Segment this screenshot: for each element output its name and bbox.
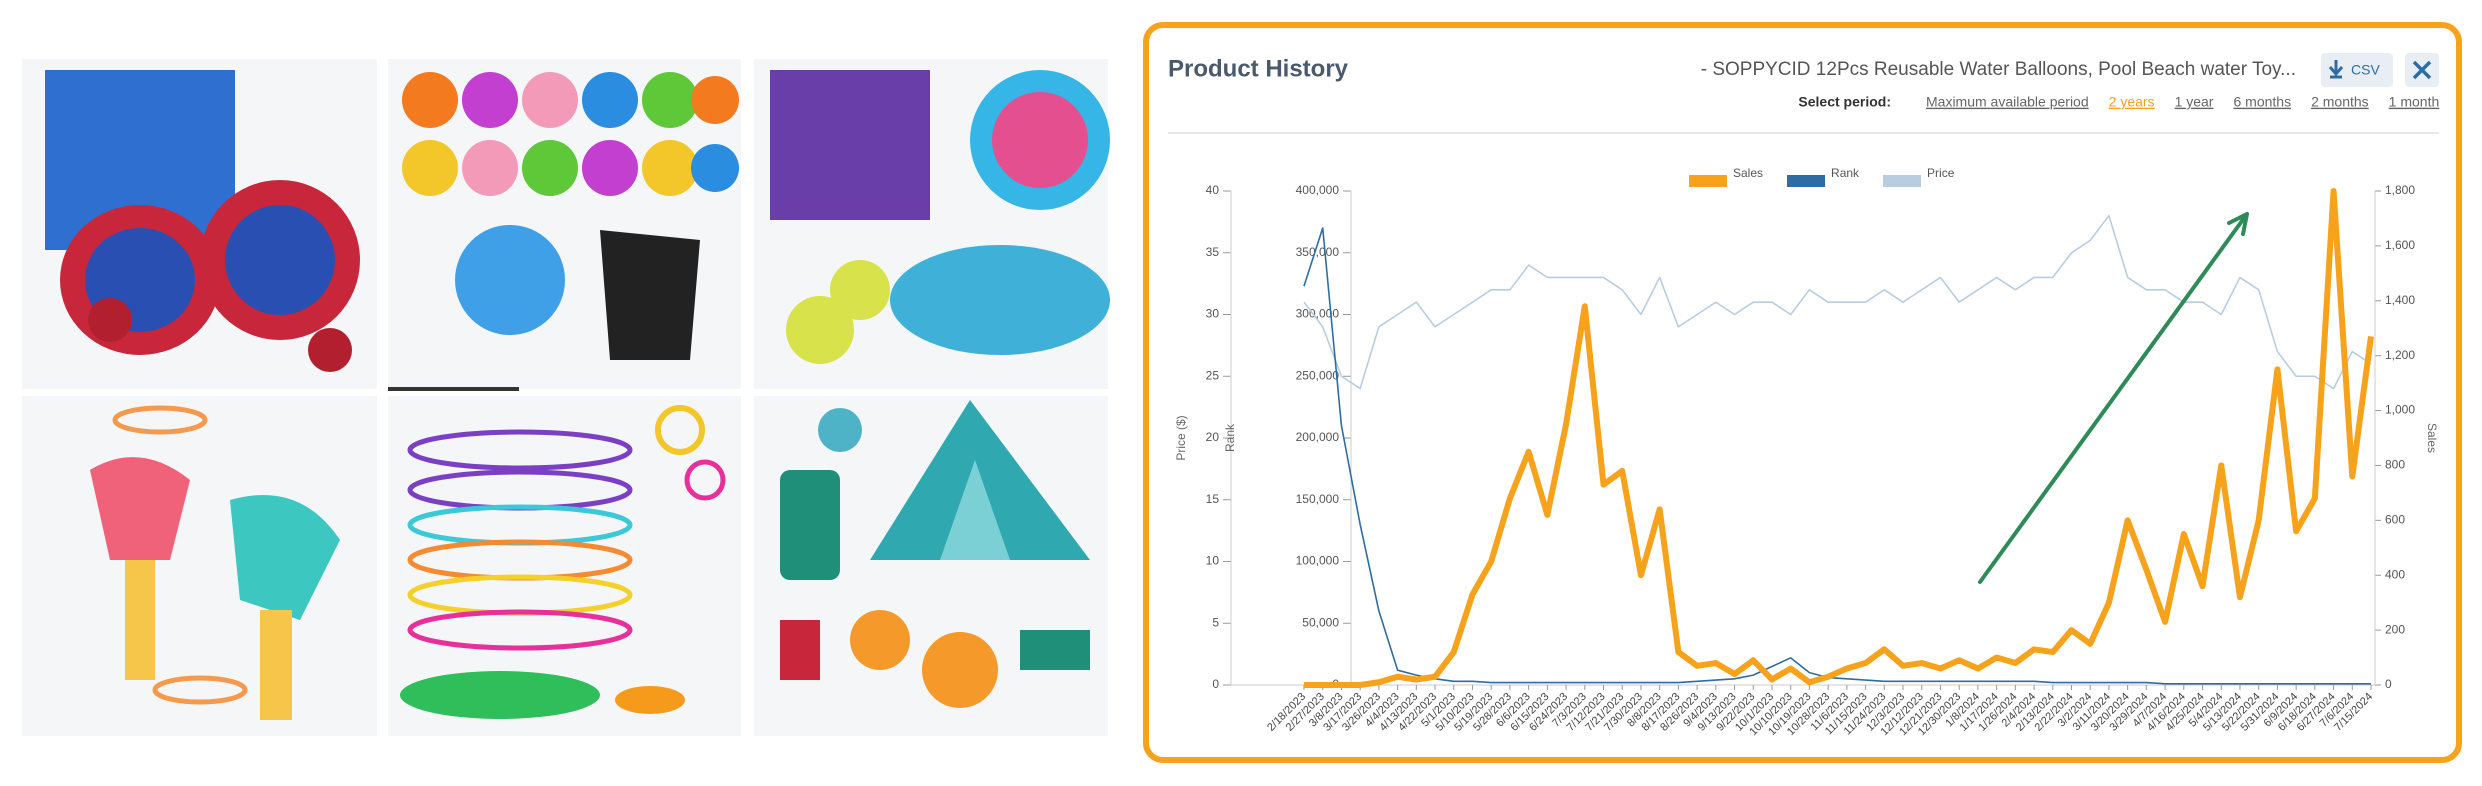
y2-tick-label: 1,200 bbox=[2385, 348, 2415, 362]
y2-tick-label: 1,800 bbox=[2385, 183, 2415, 197]
y3-tick-label: 350,000 bbox=[1296, 245, 1340, 259]
legend-swatch bbox=[1883, 175, 1922, 187]
csv-button[interactable]: CSV bbox=[2321, 53, 2393, 87]
y3-tick-label: 150,000 bbox=[1296, 492, 1340, 506]
y2-tick-label: 600 bbox=[2385, 513, 2405, 527]
period-option[interactable]: Maximum available period bbox=[1926, 94, 2089, 110]
period-option[interactable]: 2 years bbox=[2109, 94, 2155, 110]
product-image[interactable] bbox=[754, 396, 1108, 736]
y3-tick-label: 50,000 bbox=[1302, 615, 1339, 629]
close-button[interactable] bbox=[2405, 53, 2439, 87]
y-tick-label: 25 bbox=[1206, 368, 1220, 382]
y2-tick-label: 1,400 bbox=[2385, 293, 2415, 307]
period-option[interactable]: 1 year bbox=[2175, 94, 2214, 110]
y2-tick-label: 0 bbox=[2385, 677, 2392, 691]
csv-label[interactable]: CSV bbox=[2351, 62, 2380, 78]
y3-tick-label: 100,000 bbox=[1296, 554, 1340, 568]
y3-axis-title: Rank bbox=[1223, 423, 1237, 452]
series-line bbox=[1304, 188, 2374, 688]
y3-tick-label: 400,000 bbox=[1296, 183, 1340, 197]
y2-tick-label: 1,000 bbox=[2385, 403, 2415, 417]
y-tick-label: 40 bbox=[1206, 183, 1220, 197]
y2-tick-label: 800 bbox=[2385, 458, 2405, 472]
product-history-panel: Product History - SOPPYCID 12Pcs Reusabl… bbox=[1143, 22, 2462, 763]
legend-label[interactable]: Price bbox=[1927, 166, 1955, 180]
product-image[interactable] bbox=[22, 396, 377, 736]
period-label: Select period: bbox=[1798, 94, 1891, 110]
product-image[interactable] bbox=[754, 59, 1110, 389]
y-tick-label: 35 bbox=[1206, 245, 1220, 259]
y3-tick-label: 300,000 bbox=[1296, 307, 1340, 321]
product-image[interactable] bbox=[388, 59, 741, 391]
y3-tick-label: 250,000 bbox=[1296, 368, 1340, 382]
panel-content: Product History - SOPPYCID 12Pcs Reusabl… bbox=[1168, 53, 2440, 738]
series-line bbox=[1303, 227, 2371, 685]
y2-tick-label: 400 bbox=[2385, 567, 2405, 581]
legend-swatch bbox=[1689, 175, 1727, 187]
panel-title: Product History bbox=[1168, 55, 1349, 82]
y2-tick-label: 200 bbox=[2385, 622, 2405, 636]
period-option[interactable]: 2 months bbox=[2311, 94, 2369, 110]
y2-axis-title: Sales bbox=[2425, 423, 2439, 453]
y-tick-label: 20 bbox=[1206, 430, 1220, 444]
y-tick-label: 15 bbox=[1206, 492, 1220, 506]
product-name: - SOPPYCID 12Pcs Reusable Water Balloons… bbox=[1701, 59, 2296, 80]
legend-label[interactable]: Rank bbox=[1831, 166, 1860, 180]
product-images bbox=[22, 59, 1110, 736]
y2-tick-label: 1,600 bbox=[2385, 238, 2415, 252]
trend-arrow bbox=[1978, 212, 2249, 584]
y-axis-title: Price ($) bbox=[1174, 415, 1188, 460]
product-image[interactable] bbox=[388, 396, 741, 736]
product-image[interactable] bbox=[22, 59, 377, 389]
y-tick-label: 10 bbox=[1206, 554, 1220, 568]
y-tick-label: 30 bbox=[1206, 307, 1220, 321]
legend-label[interactable]: Sales bbox=[1733, 166, 1763, 180]
y-tick-label: 0 bbox=[1212, 677, 1219, 691]
y-tick-label: 5 bbox=[1212, 615, 1219, 629]
series-line bbox=[1303, 214, 2372, 390]
legend-swatch bbox=[1787, 175, 1826, 187]
period-option[interactable]: 1 month bbox=[2389, 94, 2440, 110]
y3-tick-label: 200,000 bbox=[1296, 430, 1340, 444]
period-option[interactable]: 6 months bbox=[2233, 94, 2291, 110]
